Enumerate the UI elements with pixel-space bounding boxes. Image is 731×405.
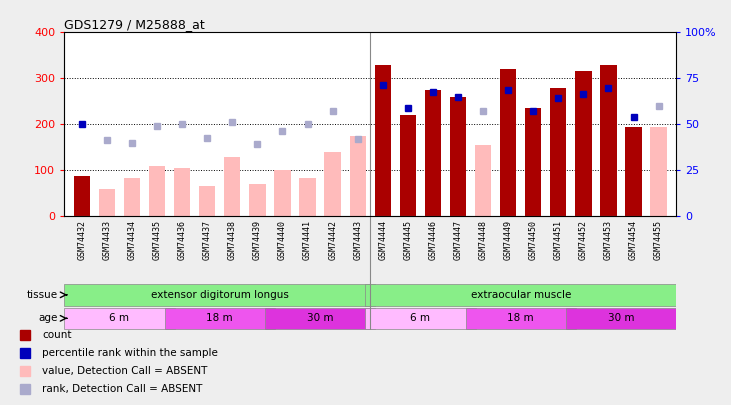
Text: GSM74448: GSM74448 xyxy=(479,220,488,260)
Bar xyxy=(174,168,190,216)
Bar xyxy=(64,284,375,306)
Text: GSM74444: GSM74444 xyxy=(378,220,387,260)
Text: count: count xyxy=(42,330,72,340)
Text: tissue: tissue xyxy=(27,290,58,300)
Text: GSM74436: GSM74436 xyxy=(178,220,186,260)
Bar xyxy=(500,69,516,216)
Text: GSM74435: GSM74435 xyxy=(153,220,162,260)
Bar xyxy=(74,176,90,216)
Bar xyxy=(600,64,617,216)
Text: percentile rank within the sample: percentile rank within the sample xyxy=(42,348,218,358)
Bar xyxy=(199,186,216,216)
Bar xyxy=(626,127,642,216)
Text: 6 m: 6 m xyxy=(410,313,431,323)
Bar xyxy=(550,87,567,216)
Text: GSM74437: GSM74437 xyxy=(202,220,212,260)
Bar xyxy=(349,136,366,216)
Bar xyxy=(475,145,491,216)
Bar xyxy=(265,307,375,329)
Text: GSM74446: GSM74446 xyxy=(428,220,437,260)
Text: GSM74439: GSM74439 xyxy=(253,220,262,260)
Text: extraocular muscle: extraocular muscle xyxy=(471,290,571,300)
Text: GSM74443: GSM74443 xyxy=(353,220,363,260)
Text: GSM74455: GSM74455 xyxy=(654,220,663,260)
Text: GSM74450: GSM74450 xyxy=(529,220,538,260)
Bar xyxy=(400,115,416,216)
Bar xyxy=(450,97,466,216)
Text: GSM74451: GSM74451 xyxy=(554,220,563,260)
Bar xyxy=(466,307,576,329)
Bar xyxy=(325,152,341,216)
Bar xyxy=(375,64,391,216)
Text: GSM74442: GSM74442 xyxy=(328,220,337,260)
Bar xyxy=(575,71,591,216)
Text: GSM74438: GSM74438 xyxy=(228,220,237,260)
Text: GSM74445: GSM74445 xyxy=(404,220,412,260)
Bar xyxy=(525,108,542,216)
Bar xyxy=(651,127,667,216)
Text: 30 m: 30 m xyxy=(607,313,635,323)
Bar xyxy=(274,170,291,216)
Bar xyxy=(149,166,165,216)
Bar xyxy=(566,307,676,329)
Bar xyxy=(366,307,476,329)
Bar xyxy=(224,156,240,216)
Text: 18 m: 18 m xyxy=(507,313,534,323)
Text: age: age xyxy=(39,313,58,323)
Bar xyxy=(64,307,175,329)
Text: GSM74441: GSM74441 xyxy=(303,220,312,260)
Text: 6 m: 6 m xyxy=(110,313,129,323)
Bar xyxy=(425,90,441,216)
Bar xyxy=(300,178,316,216)
Text: GSM74454: GSM74454 xyxy=(629,220,638,260)
Text: GSM74449: GSM74449 xyxy=(504,220,512,260)
Text: value, Detection Call = ABSENT: value, Detection Call = ABSENT xyxy=(42,366,208,376)
Text: GSM74440: GSM74440 xyxy=(278,220,287,260)
Text: GSM74452: GSM74452 xyxy=(579,220,588,260)
Text: GSM74434: GSM74434 xyxy=(127,220,137,260)
Text: GSM74453: GSM74453 xyxy=(604,220,613,260)
Text: GSM74433: GSM74433 xyxy=(102,220,111,260)
Bar xyxy=(249,184,265,216)
Bar xyxy=(366,284,676,306)
Text: GSM74432: GSM74432 xyxy=(77,220,86,260)
Text: 18 m: 18 m xyxy=(206,313,233,323)
Text: GDS1279 / M25888_at: GDS1279 / M25888_at xyxy=(64,18,205,31)
Text: 30 m: 30 m xyxy=(307,313,333,323)
Bar xyxy=(164,307,275,329)
Text: extensor digitorum longus: extensor digitorum longus xyxy=(151,290,289,300)
Bar xyxy=(99,189,115,216)
Text: GSM74447: GSM74447 xyxy=(453,220,463,260)
Text: rank, Detection Call = ABSENT: rank, Detection Call = ABSENT xyxy=(42,384,202,394)
Bar xyxy=(124,178,140,216)
